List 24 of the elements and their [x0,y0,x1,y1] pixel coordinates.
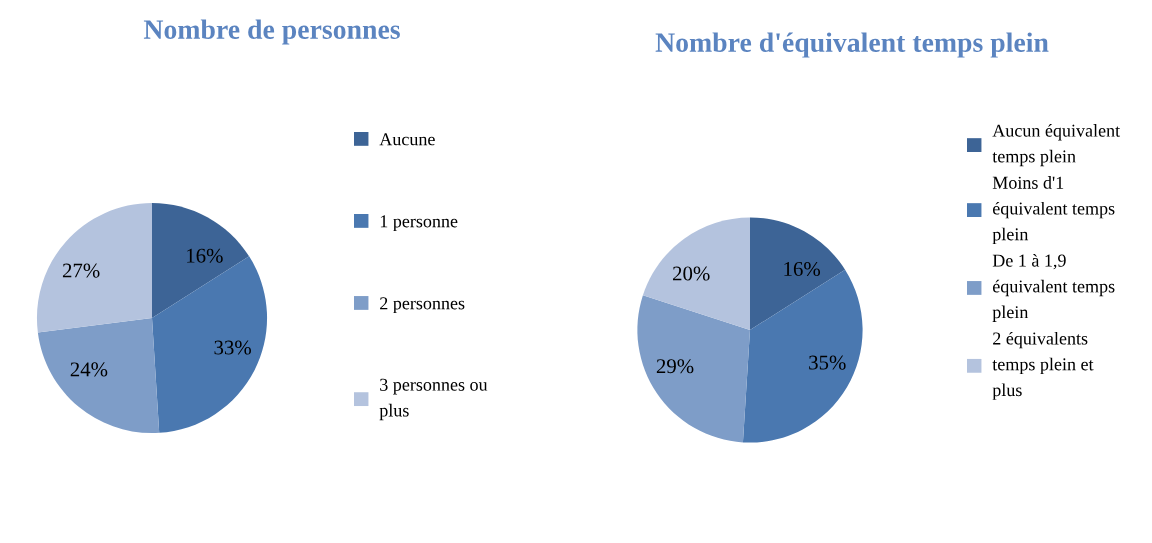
legend-label: 3 personnes ou plus [379,378,488,421]
legend-label: De 1 à 1,9 équivalent temps plein [992,253,1115,322]
legend-label: 2 équivalents temps plein et plus [992,331,1094,400]
data-label: 16% [187,248,223,263]
legend-label: Aucun équivalent temps plein [992,124,1121,167]
data-label: 24% [70,362,108,377]
data-label: 35% [809,355,846,370]
data-label: 27% [62,263,100,278]
pie-slice [642,217,750,330]
pie-slice [36,202,152,333]
pie-slice [152,202,250,318]
data-label: 33% [214,340,251,355]
pie-slice [37,318,160,434]
legend-label: 1 personne [380,215,458,232]
chart-title: Nombre de personnes [143,19,400,45]
legend-label: Moins d'1 équivalent temps plein [992,176,1115,245]
pie-slice [637,295,750,443]
data-label: 29% [656,359,694,374]
legend-label: Aucune [379,133,435,146]
data-label: 20% [673,266,710,281]
chart-title: Nombre d'équivalent temps plein [655,32,1049,58]
legend-label: 2 personnes [380,297,465,314]
pie-slice [750,217,846,330]
data-label: 16% [784,261,821,277]
